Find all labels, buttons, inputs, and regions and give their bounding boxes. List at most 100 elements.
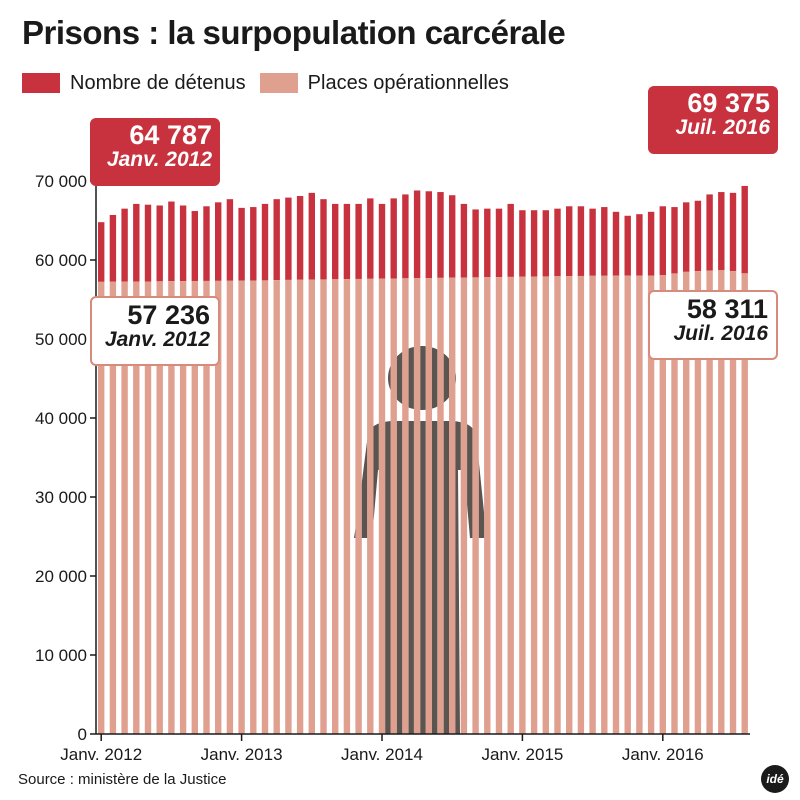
bar-detenus bbox=[495, 208, 503, 278]
bar-detenus bbox=[215, 202, 222, 281]
bar-detenus bbox=[706, 194, 713, 271]
bar-detenus bbox=[449, 195, 456, 278]
callout-places-end-value: 58 311 bbox=[686, 294, 768, 324]
bar-detenus bbox=[741, 185, 748, 274]
y-tick-label: 40 000 bbox=[35, 409, 87, 428]
bar-places bbox=[285, 279, 292, 734]
bar-places bbox=[683, 271, 690, 734]
bar-places bbox=[519, 276, 526, 734]
bar-places bbox=[671, 273, 678, 734]
bar-places bbox=[378, 278, 386, 734]
callout-detenus-end-date: Juil. 2016 bbox=[675, 116, 770, 140]
bar-places bbox=[332, 279, 339, 734]
x-tick-label: Janv. 2013 bbox=[201, 745, 283, 764]
x-tick-label: Janv. 2014 bbox=[341, 745, 423, 764]
callout-detenus-start-date: Janv. 2012 bbox=[106, 148, 212, 172]
bar-places bbox=[109, 281, 117, 734]
bar-places bbox=[133, 281, 140, 734]
bar-places bbox=[729, 271, 737, 734]
legend-swatch-detenus bbox=[22, 73, 60, 93]
bar-detenus bbox=[612, 211, 620, 276]
bar-places bbox=[530, 276, 538, 734]
bar-places bbox=[402, 278, 409, 734]
bar-places bbox=[624, 275, 631, 734]
bar-detenus bbox=[729, 192, 737, 272]
bar-detenus bbox=[203, 206, 210, 281]
callout-detenus-end: 69 375 Juil. 2016 bbox=[648, 86, 778, 154]
bar-detenus bbox=[332, 203, 339, 280]
callout-places-start-date: Janv. 2012 bbox=[104, 328, 210, 352]
callout-detenus-start: 64 787 Janv. 2012 bbox=[90, 118, 220, 186]
bar-detenus bbox=[577, 206, 585, 276]
bar-places bbox=[706, 270, 713, 734]
legend-item-places: Places opérationnelles bbox=[259, 71, 509, 95]
bar-detenus bbox=[530, 210, 538, 277]
bar-detenus bbox=[144, 204, 152, 282]
bar-detenus bbox=[121, 208, 128, 282]
bar-detenus bbox=[694, 200, 702, 272]
bar-places bbox=[495, 277, 503, 734]
bar-detenus bbox=[179, 205, 187, 282]
bar-detenus bbox=[156, 205, 163, 282]
bar-detenus bbox=[718, 192, 725, 271]
prisoner-silhouette bbox=[354, 346, 488, 734]
legend-swatch-places bbox=[259, 73, 298, 93]
bar-places bbox=[203, 280, 210, 734]
bar-detenus bbox=[285, 197, 292, 280]
bar-places bbox=[577, 275, 585, 734]
bar-places bbox=[507, 276, 514, 734]
y-tick-label: 70 000 bbox=[35, 172, 87, 191]
bar-detenus bbox=[133, 203, 140, 282]
bar-places bbox=[425, 278, 432, 734]
bar-places bbox=[542, 276, 549, 734]
bar-places bbox=[98, 281, 105, 734]
bar-places bbox=[308, 279, 315, 734]
bar-places bbox=[437, 277, 444, 734]
bar-places bbox=[694, 271, 702, 734]
bar-detenus bbox=[402, 194, 409, 279]
bar-places bbox=[554, 276, 561, 734]
callout-places-end: 58 311 Juil. 2016 bbox=[648, 290, 778, 360]
bar-places bbox=[647, 275, 655, 734]
bar-detenus bbox=[519, 210, 526, 277]
y-tick-label: 0 bbox=[78, 725, 87, 744]
bar-places bbox=[250, 280, 257, 734]
bar-places bbox=[273, 280, 280, 734]
bar-detenus bbox=[296, 196, 304, 280]
bar-detenus bbox=[320, 199, 327, 280]
bar-detenus bbox=[636, 214, 643, 276]
bar-places bbox=[601, 275, 608, 734]
bar-places bbox=[226, 280, 234, 734]
publisher-logo: idé bbox=[761, 765, 789, 793]
bar-places bbox=[566, 276, 573, 734]
bar-detenus bbox=[191, 211, 198, 282]
bar-places bbox=[215, 280, 222, 734]
x-tick-label: Janv. 2015 bbox=[481, 745, 563, 764]
bar-detenus bbox=[542, 210, 549, 277]
callout-detenus-start-value: 64 787 bbox=[129, 120, 212, 150]
legend-label-places: Places opérationnelles bbox=[307, 71, 509, 94]
bar-places bbox=[238, 280, 245, 734]
bar-places bbox=[413, 278, 421, 734]
bar-detenus bbox=[460, 203, 468, 278]
bar-detenus bbox=[683, 202, 690, 272]
legend-label-detenus: Nombre de détenus bbox=[70, 71, 246, 94]
bar-places bbox=[144, 281, 152, 734]
bar-detenus bbox=[390, 198, 397, 279]
bar-places bbox=[612, 275, 620, 734]
bar-detenus bbox=[554, 208, 561, 277]
bar-places bbox=[449, 277, 456, 734]
bar-detenus bbox=[589, 208, 596, 276]
bar-detenus bbox=[343, 203, 351, 280]
bar-detenus bbox=[472, 209, 479, 278]
bar-detenus bbox=[273, 199, 280, 281]
bar-places bbox=[472, 277, 479, 734]
bar-places bbox=[484, 277, 491, 734]
bar-detenus bbox=[308, 192, 315, 280]
source-note: Source : ministère de la Justice bbox=[18, 771, 227, 788]
y-tick-label: 30 000 bbox=[35, 488, 87, 507]
bar-places bbox=[390, 278, 397, 734]
callout-places-start: 57 236 Janv. 2012 bbox=[90, 296, 220, 366]
x-tick-label: Janv. 2016 bbox=[622, 745, 704, 764]
legend: Nombre de détenus Places opérationnelles bbox=[22, 70, 509, 96]
